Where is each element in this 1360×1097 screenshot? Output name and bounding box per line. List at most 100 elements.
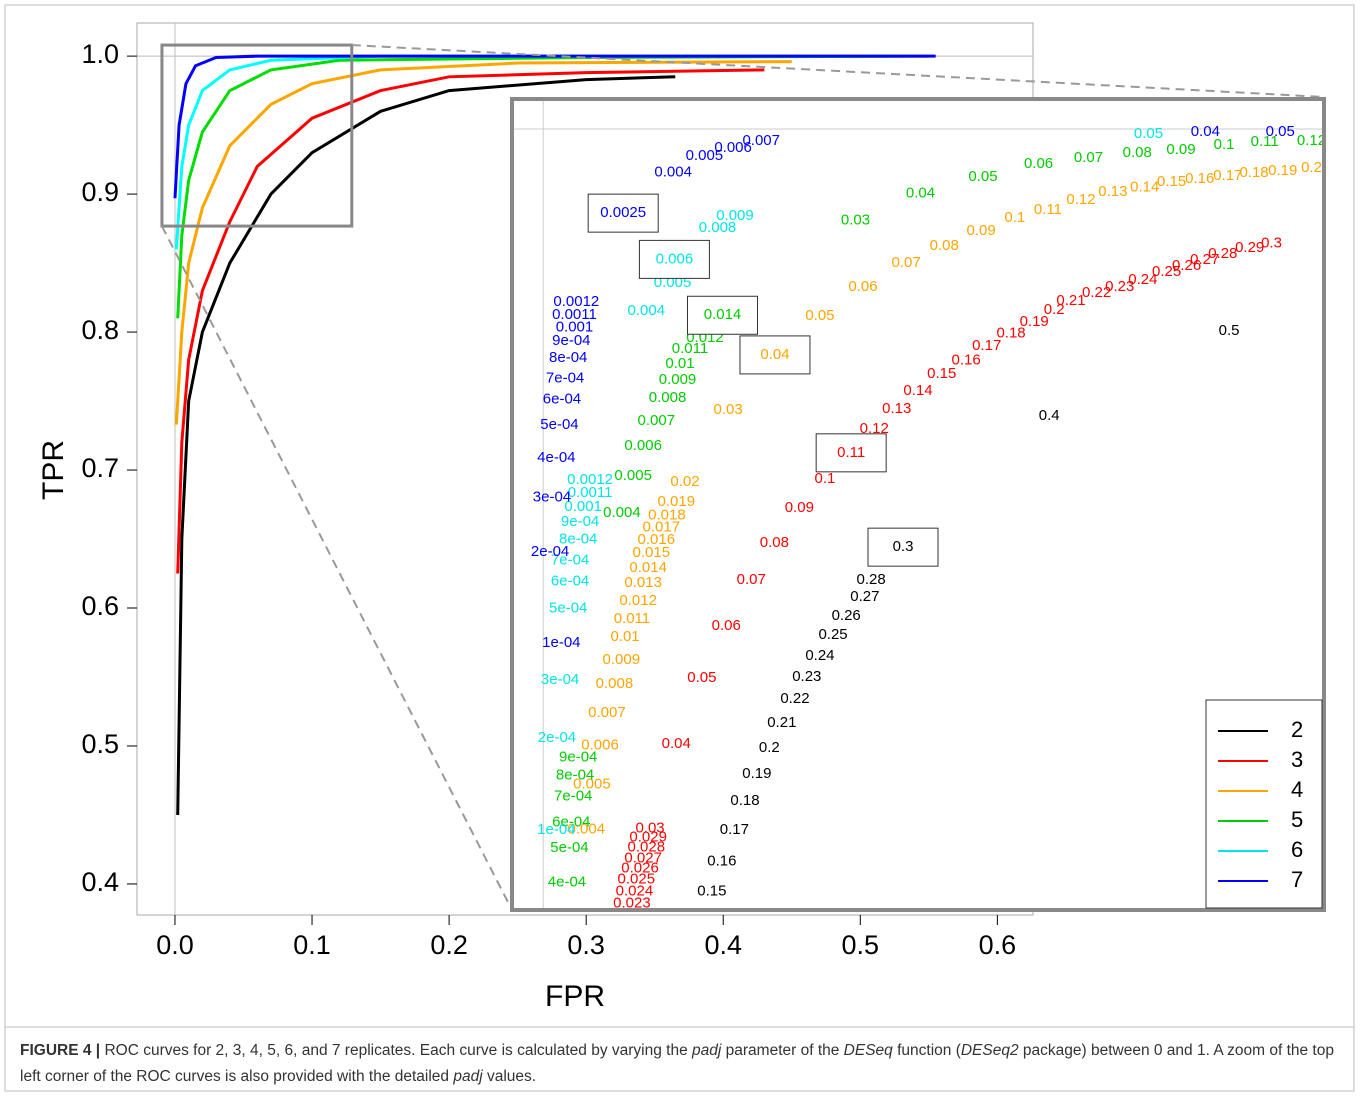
- x-tick-label: 0.4: [704, 930, 742, 960]
- padj-label: 0.21: [1056, 292, 1085, 309]
- padj-label: 0.001: [556, 318, 594, 335]
- legend-label: 4: [1291, 777, 1303, 802]
- legend-label: 2: [1291, 717, 1303, 742]
- caption-text: parameter of the: [721, 1042, 844, 1059]
- padj-label: 8e-04: [556, 766, 594, 783]
- legend-label: 7: [1291, 867, 1303, 892]
- padj-label: 7e-04: [551, 551, 589, 568]
- padj-label: 0.18: [1239, 164, 1268, 181]
- padj-label: 0.17: [1213, 167, 1242, 184]
- roc-curve: [176, 54, 929, 319]
- y-tick-label: 0.8: [81, 315, 119, 345]
- padj-label: 0.008: [699, 219, 737, 236]
- padj-label: 0.09: [1166, 141, 1195, 158]
- padj-label: 0.23: [1105, 278, 1134, 295]
- padj-label: 3e-04: [533, 488, 571, 505]
- padj-label: 0.22: [1082, 284, 1111, 301]
- padj-label: 0.014: [704, 306, 742, 323]
- x-tick-label: 0.0: [156, 930, 194, 960]
- padj-label: 0.029: [629, 828, 667, 845]
- padj-label: 0.09: [966, 222, 995, 239]
- padj-label: 0.27: [1190, 251, 1219, 268]
- x-axis-label: FPR: [545, 980, 605, 1013]
- padj-label: 0.026: [621, 860, 659, 877]
- padj-label: 0.19: [1020, 313, 1049, 330]
- padj-label: 3e-04: [541, 671, 579, 688]
- padj-label: 6e-04: [552, 813, 590, 830]
- padj-label: 0.006: [581, 736, 619, 753]
- padj-label: 0.025: [618, 870, 656, 887]
- x-tick-label: 0.5: [842, 930, 880, 960]
- padj-label: 0.009: [659, 371, 697, 388]
- y-tick-label: 1.0: [81, 39, 119, 69]
- padj-label: 0.2: [1044, 301, 1065, 318]
- padj-label: 0.005: [686, 147, 724, 164]
- padj-label: 0.015: [633, 544, 671, 561]
- caption-text: DESeq2: [960, 1042, 1019, 1059]
- roc-curve: [174, 60, 792, 425]
- y-tick-label: 0.7: [81, 453, 119, 483]
- padj-label: 2e-04: [531, 543, 569, 560]
- y-axis-label: TPR: [37, 440, 70, 500]
- padj-label: 0.15: [1157, 173, 1186, 190]
- padj-label: 0.02: [670, 473, 699, 490]
- padj-label: 0.13: [882, 400, 911, 417]
- padj-label: 0.17: [972, 337, 1001, 354]
- padj-label: 0.011: [614, 610, 650, 627]
- padj-label: 4e-04: [548, 873, 586, 890]
- caption-text: package) between 0 and 1. A zoom of the …: [20, 1042, 1334, 1085]
- padj-label: 0.05: [1134, 125, 1163, 142]
- padj-label: 0.004: [654, 163, 692, 180]
- legend-label: 5: [1291, 807, 1303, 832]
- padj-label: 0.03: [635, 819, 664, 836]
- padj-label: 0.04: [906, 184, 935, 201]
- padj-label: 8e-04: [549, 349, 587, 366]
- padj-label: 0.005: [573, 775, 611, 792]
- padj-label: 0.15: [927, 365, 956, 382]
- y-tick-label: 0.9: [81, 177, 119, 207]
- padj-label: 0.06: [1024, 155, 1053, 172]
- padj-label: 0.14: [903, 382, 932, 399]
- padj-label: 0.06: [712, 617, 741, 634]
- label-box: [867, 527, 939, 567]
- legend-label: 3: [1291, 747, 1303, 772]
- padj-label: 0.25: [1152, 263, 1181, 280]
- padj-label: 0.1: [815, 470, 836, 487]
- padj-label: 0.1: [1214, 136, 1235, 153]
- padj-label: 5e-04: [540, 416, 578, 433]
- padj-label: 0.007: [588, 704, 626, 721]
- padj-label: 0.16: [707, 852, 736, 869]
- padj-label: 0.004: [568, 820, 606, 837]
- padj-label: 0.08: [1123, 144, 1152, 161]
- label-box: [815, 433, 887, 473]
- padj-label: 0.006: [714, 139, 752, 156]
- padj-label: 7e-04: [546, 369, 584, 386]
- padj-label: 0.26: [1172, 257, 1201, 274]
- caption: FIGURE 4 | ROC curves for 2, 3, 4, 5, 6,…: [20, 1038, 1340, 1090]
- label-box: [739, 335, 811, 375]
- zoom-region: [160, 43, 354, 228]
- padj-label: 6e-04: [551, 572, 589, 589]
- padj-label: 0.5: [1219, 322, 1240, 339]
- padj-label: 0.19: [1268, 162, 1297, 179]
- caption-text: DESeq: [843, 1042, 893, 1059]
- padj-label: 0.25: [818, 626, 847, 643]
- y-tick-label: 0.5: [81, 729, 119, 759]
- padj-label: 0.28: [857, 571, 886, 588]
- padj-label: 5e-04: [549, 599, 587, 616]
- legend-frame: [1205, 699, 1323, 909]
- x-tick-label: 0.3: [567, 930, 605, 960]
- padj-label: 0.26: [832, 607, 861, 624]
- padj-label: 0.24: [805, 647, 834, 664]
- padj-label: 0.006: [656, 250, 694, 267]
- padj-label: 0.016: [638, 531, 676, 548]
- padj-label: 0.009: [603, 651, 641, 668]
- padj-label: 1e-04: [542, 634, 580, 651]
- figure-frame: [4, 4, 1355, 1092]
- zoom-connector: [161, 225, 513, 911]
- padj-label: 0.0011: [552, 306, 597, 323]
- padj-label: 0.19: [742, 765, 771, 782]
- padj-label: 0.2: [1301, 159, 1322, 176]
- padj-label: 0.17: [720, 821, 749, 838]
